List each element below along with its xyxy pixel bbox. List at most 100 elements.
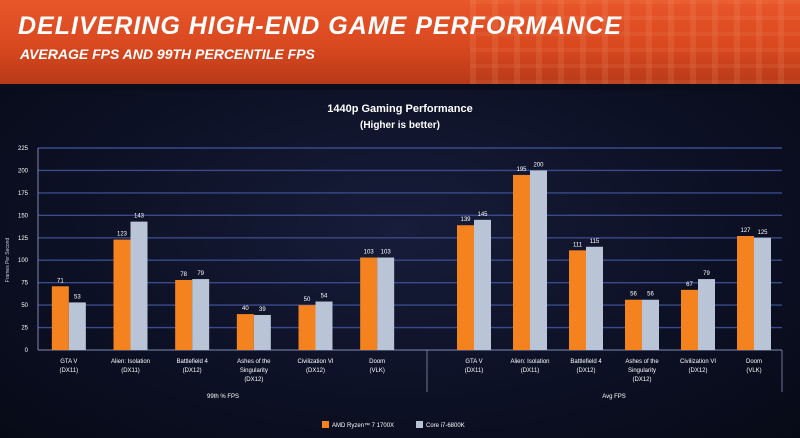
y-tick-label: 225 (18, 146, 29, 152)
bar (474, 219, 491, 350)
group-label: Avg FPS (602, 394, 626, 400)
data-label: 79 (703, 271, 710, 277)
bar-chart: 1440p Gaming Performance (Higher is bett… (5, 103, 783, 429)
data-label: 56 (647, 292, 654, 298)
data-label: 50 (304, 297, 311, 303)
x-tick-label: (DX11) (521, 368, 540, 374)
data-label: 143 (134, 214, 145, 220)
bar (754, 237, 771, 350)
bar (681, 289, 698, 350)
x-tick-label: (DX12) (244, 377, 263, 383)
y-tick-label: 100 (18, 258, 29, 264)
data-label: 78 (180, 272, 187, 278)
data-label: 40 (242, 306, 249, 312)
bar (625, 299, 642, 350)
y-tick-label: 75 (21, 281, 28, 287)
x-tick-label: (VLK) (746, 368, 761, 374)
data-label: 39 (259, 307, 266, 313)
chart-title: 1440p Gaming Performance (327, 103, 473, 115)
data-label: 56 (630, 292, 637, 298)
y-tick-label: 0 (25, 348, 29, 354)
data-label: 127 (740, 228, 751, 234)
legend-label-intel: Core i7-6800K (426, 423, 465, 429)
bar (130, 221, 148, 350)
y-tick-label: 175 (18, 191, 29, 197)
x-tick-label: Singularity (628, 368, 656, 374)
x-tick-label: Battlefield 4 (570, 359, 602, 365)
x-tick-label: (DX12) (576, 368, 595, 374)
labels-layer: 0 25 50 75 100 125 150 175 200 225 71 53 GTA V (DX11)… (18, 146, 768, 400)
bar (175, 279, 193, 350)
data-label: 103 (381, 250, 392, 256)
x-tick-label: GTA V (60, 359, 77, 365)
data-label: 115 (590, 239, 600, 245)
data-label: 195 (516, 167, 527, 173)
legend-swatch-intel (416, 421, 423, 428)
data-label: 54 (321, 294, 328, 300)
x-tick-label: (DX11) (121, 368, 140, 374)
group-label: 99th % FPS (207, 394, 239, 400)
x-tick-label: Singularity (240, 368, 268, 374)
y-tick-label: 50 (21, 303, 28, 309)
data-label: 111 (573, 242, 583, 248)
x-tick-label: Ashes of the (237, 359, 271, 365)
bar (236, 314, 254, 350)
page-subtitle: AVERAGE FPS AND 99TH PERCENTILE FPS (20, 46, 315, 62)
bar (315, 301, 333, 350)
legend-label-amd: AMD Ryzen™ 7 1700X (332, 422, 394, 429)
bar (360, 257, 378, 350)
bar (51, 286, 69, 350)
data-label: 139 (460, 217, 471, 223)
x-tick-label: (DX11) (60, 368, 79, 374)
bar (737, 235, 754, 350)
x-tick-label: Alien: Isolation (510, 359, 549, 365)
bar (457, 225, 474, 350)
grid-layer (37, 147, 783, 392)
x-tick-label: (DX11) (465, 368, 484, 374)
data-label: 125 (757, 230, 768, 236)
y-tick-label: 25 (21, 326, 28, 332)
legend-swatch-amd (322, 421, 329, 428)
bar (530, 170, 547, 350)
page-title: DELIVERING HIGH-END GAME PERFORMANCE (18, 12, 623, 40)
y-tick-label: 150 (18, 213, 29, 219)
bar (377, 257, 395, 350)
bars-layer (51, 170, 771, 350)
bar (698, 279, 715, 350)
x-tick-label: Doom (746, 359, 762, 365)
x-tick-label: Civilization VI (680, 359, 716, 365)
bar (642, 299, 659, 350)
x-tick-label: (VLK) (369, 368, 384, 374)
bar (113, 239, 131, 350)
x-tick-label: Ashes of the (625, 359, 659, 365)
x-tick-label: GTA V (465, 359, 482, 365)
x-tick-label: (DX12) (183, 368, 202, 374)
y-tick-label: 125 (18, 236, 29, 242)
x-tick-label: Doom (369, 359, 385, 365)
legend: AMD Ryzen™ 7 1700X Core i7-6800K (322, 421, 465, 429)
x-tick-label: Civilization VI (297, 359, 333, 365)
chart-panel: 1440p Gaming Performance (Higher is bett… (0, 90, 800, 438)
data-label: 200 (533, 162, 544, 168)
x-tick-label: (DX12) (306, 368, 325, 374)
data-label: 103 (364, 250, 375, 256)
data-label: 71 (57, 278, 64, 284)
bar (192, 279, 210, 350)
bar (253, 314, 271, 350)
y-tick-label: 200 (18, 168, 29, 174)
chart-subtitle: (Higher is better) (360, 120, 440, 131)
y-axis-label: Frames Per Second (5, 238, 11, 283)
header-pattern (470, 0, 800, 84)
x-tick-label: (DX12) (632, 377, 651, 383)
x-tick-label: Alien: Isolation (111, 359, 150, 365)
bar (513, 174, 530, 350)
x-tick-label: Battlefield 4 (176, 359, 208, 365)
header-banner: DELIVERING HIGH-END GAME PERFORMANCE AVE… (0, 0, 800, 84)
bar (68, 302, 86, 350)
bar (298, 305, 316, 350)
data-label: 53 (74, 294, 81, 300)
data-label: 145 (477, 212, 488, 218)
x-tick-label: (DX12) (688, 368, 707, 374)
bar (586, 246, 603, 350)
